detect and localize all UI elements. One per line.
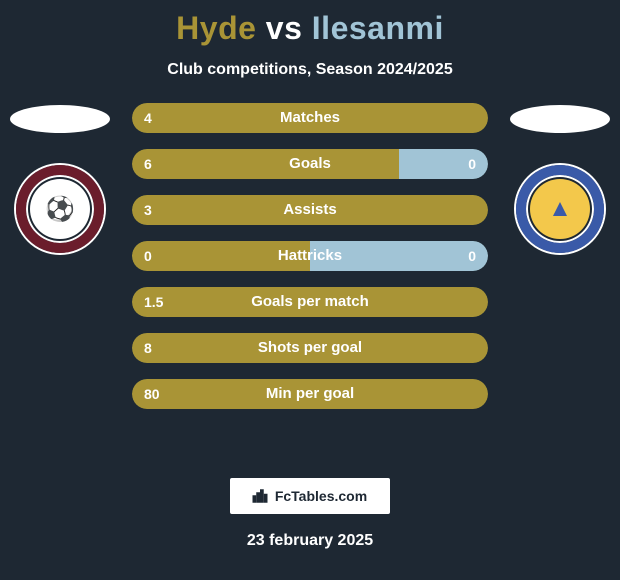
right-crest: ▲ — [516, 165, 604, 253]
stat-value-left: 0 — [132, 241, 164, 271]
left-crest-ring — [16, 165, 104, 253]
stat-row: Assists3 — [132, 195, 488, 225]
stat-row: Goals per match1.5 — [132, 287, 488, 317]
brand-text: FcTables.com — [273, 488, 369, 504]
stat-bars: Matches4Goals60Assists3Hattricks00Goals … — [132, 103, 488, 425]
comparison-title: Hyde vs Ilesanmi — [0, 0, 620, 47]
right-crest-ring — [516, 165, 604, 253]
bar-chart-icon — [251, 487, 269, 505]
player-left-name: Hyde — [176, 10, 256, 46]
stat-row: Min per goal80 — [132, 379, 488, 409]
right-player-column: ▲ — [500, 103, 620, 253]
stat-value-left: 8 — [132, 333, 164, 363]
stat-label: Goals per match — [132, 287, 488, 317]
stat-label: Assists — [132, 195, 488, 225]
stat-value-left: 1.5 — [132, 287, 175, 317]
stat-value-left: 80 — [132, 379, 172, 409]
left-player-column: ⚽ — [0, 103, 120, 253]
stat-value-right: 0 — [456, 241, 488, 271]
stat-label: Goals — [132, 149, 488, 179]
stat-row: Matches4 — [132, 103, 488, 133]
chart-area: ⚽ Matches4Goals60Assists3Hattricks00Goal… — [0, 103, 620, 425]
player-right-name: Ilesanmi — [312, 10, 444, 46]
subtitle: Club competitions, Season 2024/2025 — [0, 61, 620, 79]
stat-row: Shots per goal8 — [132, 333, 488, 363]
right-ellipse — [510, 105, 610, 133]
left-ellipse — [10, 105, 110, 133]
stat-value-left: 4 — [132, 103, 164, 133]
stat-label: Shots per goal — [132, 333, 488, 363]
left-crest: ⚽ — [16, 165, 104, 253]
stat-row: Goals6 0 — [132, 149, 488, 179]
stat-row: Hattricks0 0 — [132, 241, 488, 271]
stat-label: Hattricks — [132, 241, 488, 271]
stat-value-right: 0 — [456, 149, 488, 179]
stat-label: Matches — [132, 103, 488, 133]
footer-date: 23 february 2025 — [0, 532, 620, 550]
stat-label: Min per goal — [132, 379, 488, 409]
brand-badge: FcTables.com — [230, 478, 390, 514]
stat-value-left: 6 — [132, 149, 164, 179]
stat-value-left: 3 — [132, 195, 164, 225]
footer: FcTables.com 23 february 2025 — [0, 478, 620, 550]
vs-text: vs — [266, 10, 303, 46]
